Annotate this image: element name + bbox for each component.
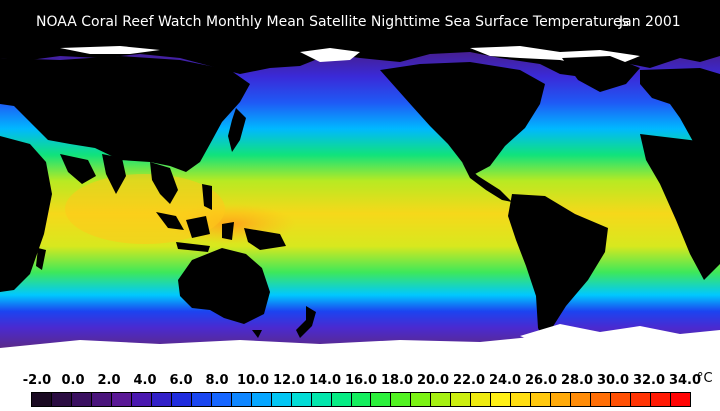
legend-swatch [531, 393, 552, 406]
legend-swatch [511, 393, 532, 406]
ice-patch [60, 46, 160, 54]
new-guinea [244, 228, 286, 250]
legend-tick-label: 28.0 [560, 373, 594, 388]
legend-tick-label: 34.0 [668, 373, 702, 388]
legend-tick-label: 32.0 [632, 373, 666, 388]
indian-ocean-warm [65, 174, 225, 244]
legend-tick-label: 18.0 [380, 373, 414, 388]
legend-swatch [111, 393, 132, 406]
legend-swatch [171, 393, 192, 406]
legend-tick-label: 6.0 [169, 373, 193, 388]
legend-swatch [571, 393, 592, 406]
legend-tick-label: 10.0 [236, 373, 270, 388]
ice-patch [300, 48, 360, 62]
title-bar: NOAA Coral Reef Watch Monthly Mean Satel… [0, 0, 720, 44]
legend-swatch [431, 393, 452, 406]
japan [228, 108, 246, 152]
india [102, 154, 126, 194]
legend-swatch [371, 393, 392, 406]
legend-swatch [451, 393, 472, 406]
legend-swatch [651, 393, 671, 406]
legend-tick-label: 8.0 [205, 373, 229, 388]
legend-tick-label: 20.0 [416, 373, 450, 388]
legend-tick-label: 26.0 [524, 373, 558, 388]
map-title: NOAA Coral Reef Watch Monthly Mean Satel… [36, 14, 629, 30]
sst-map [0, 44, 720, 370]
europe [640, 68, 720, 164]
borneo [186, 216, 210, 238]
legend-swatch [151, 393, 172, 406]
legend-swatch [671, 393, 690, 406]
map-date: Jan 2001 [619, 14, 681, 30]
legend-swatch [271, 393, 292, 406]
arabia [60, 154, 96, 184]
legend-swatch [631, 393, 652, 406]
legend-swatch [71, 393, 92, 406]
philippines [202, 184, 212, 210]
legend-tick-label: 12.0 [272, 373, 306, 388]
legend-swatch [191, 393, 212, 406]
legend-tick-label: 16.0 [344, 373, 378, 388]
legend-swatch [311, 393, 332, 406]
legend-tick-label: 24.0 [488, 373, 522, 388]
eurasia [0, 56, 250, 172]
legend-swatch [391, 393, 412, 406]
legend-swatch [51, 393, 72, 406]
north-america [380, 62, 545, 174]
legend-unit: °C [697, 371, 713, 386]
legend-swatch [251, 393, 272, 406]
legend-swatch [551, 393, 572, 406]
legend-tick-label: 22.0 [452, 373, 486, 388]
greenland [562, 56, 640, 92]
sumatra [156, 212, 184, 230]
southeast-asia [150, 162, 178, 204]
legend-tick-label: 30.0 [596, 373, 630, 388]
java [176, 242, 210, 252]
legend-tick-label: 4.0 [133, 373, 157, 388]
legend-tick-label: 2.0 [97, 373, 121, 388]
new-zealand [296, 306, 316, 338]
legend-swatch [231, 393, 252, 406]
legend-swatch [471, 393, 492, 406]
madagascar [36, 248, 46, 270]
africa-west [0, 136, 52, 292]
sea-ice-south [520, 324, 720, 346]
legend-swatch [491, 393, 512, 406]
temperature-legend: -2.0 0.0 2.0 4.0 6.0 8.0 10.0 12.0 14.0 16.0 18.0 2… [0, 370, 720, 411]
legend-color-bar [31, 392, 691, 407]
legend-tick-label: 14.0 [308, 373, 342, 388]
legend-swatch [611, 393, 632, 406]
south-america [508, 194, 608, 344]
central-america [462, 162, 512, 202]
legend-tick-labels: -2.0 0.0 2.0 4.0 6.0 8.0 10.0 12.0 14.0 16.0 18.0 2… [0, 373, 720, 391]
legend-swatch [591, 393, 612, 406]
legend-swatch [32, 393, 52, 406]
sst-map-graphic [0, 44, 720, 370]
australia [178, 248, 270, 324]
legend-swatch [351, 393, 372, 406]
legend-swatch [91, 393, 112, 406]
sulawesi [222, 222, 234, 240]
tasmania [252, 330, 262, 338]
legend-tick-label: 0.0 [61, 373, 85, 388]
legend-swatch [331, 393, 352, 406]
legend-swatch [131, 393, 152, 406]
legend-swatch [291, 393, 312, 406]
legend-tick-label: -2.0 [22, 373, 52, 388]
legend-swatch [411, 393, 432, 406]
africa-east [640, 134, 720, 280]
legend-swatch [211, 393, 232, 406]
